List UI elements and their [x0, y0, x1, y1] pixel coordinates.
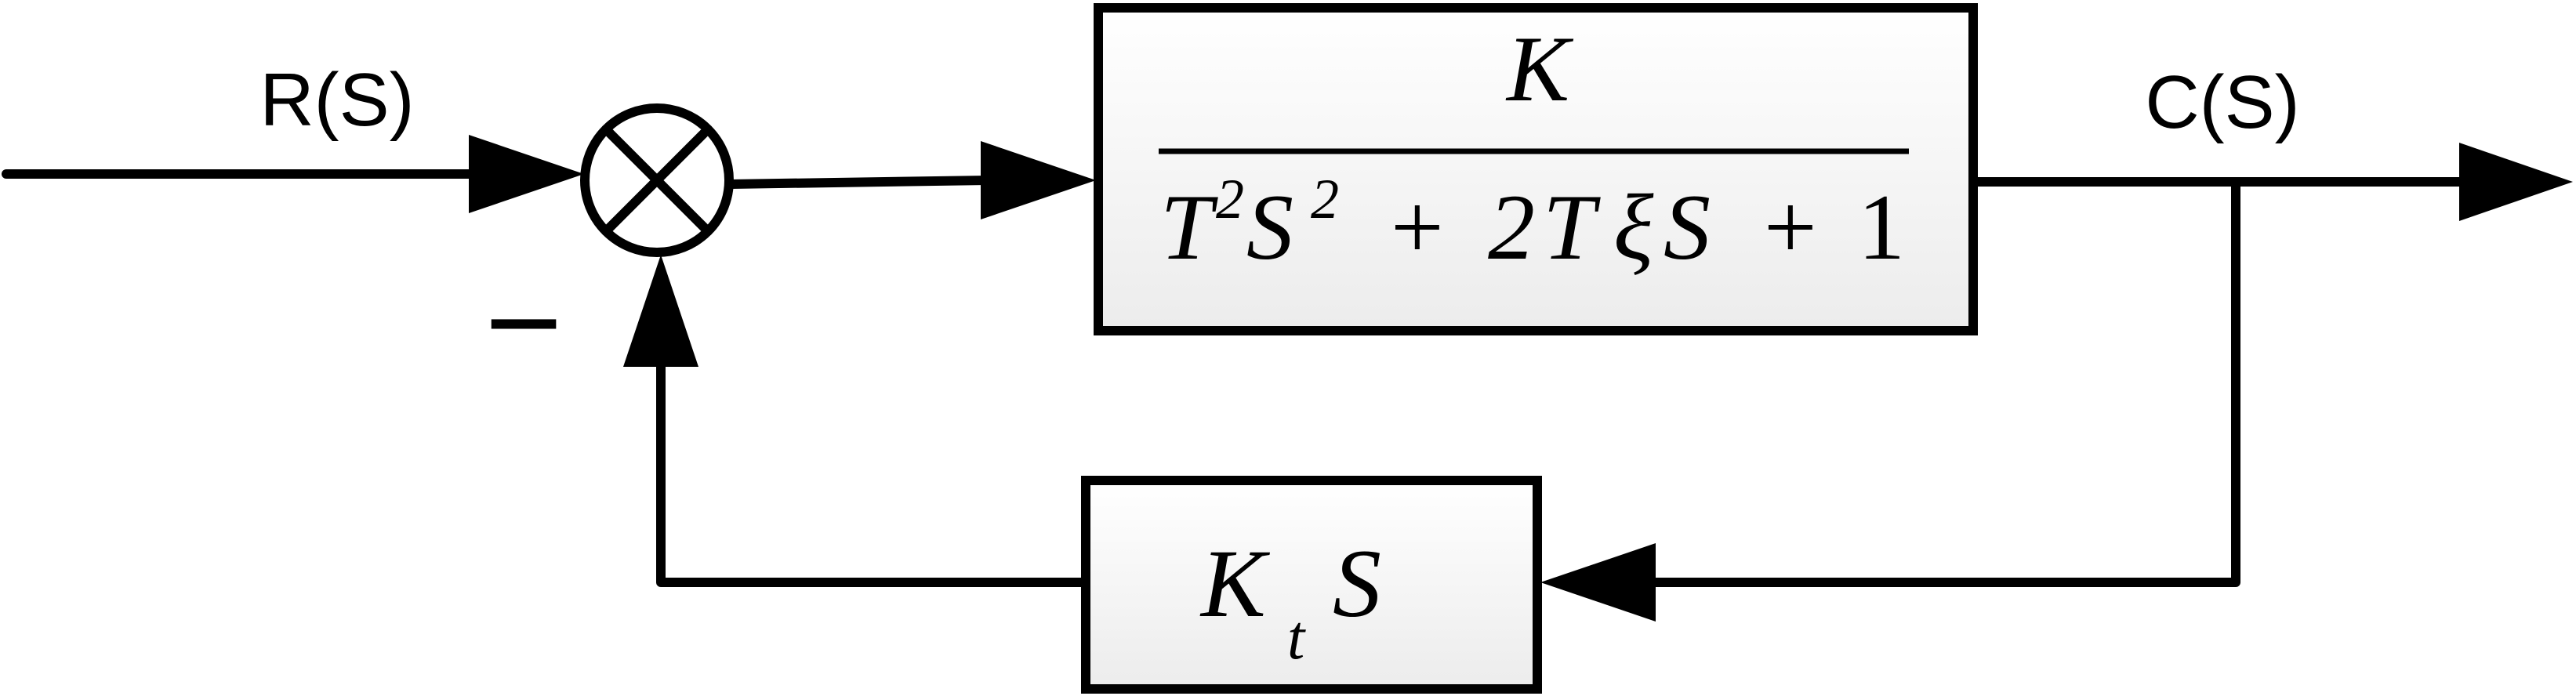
summing-junction — [580, 103, 734, 257]
feedback-gain: K — [1199, 530, 1271, 637]
denominator-plus-2: + — [1764, 175, 1817, 279]
denominator-t2: T — [1543, 175, 1601, 279]
denominator-s: S — [1246, 175, 1293, 279]
feedback-transfer-function: K t S — [1199, 530, 1381, 672]
denominator-plus-1: + — [1391, 175, 1444, 279]
feedback-arrowhead — [623, 255, 698, 367]
feedback-takeoff-line — [1649, 177, 2240, 587]
denominator-t: T — [1160, 175, 1218, 279]
denominator-s2: S — [1664, 175, 1711, 279]
denominator-t-exponent: 2 — [1216, 168, 1244, 230]
denominator-s-exponent: 2 — [1311, 168, 1339, 230]
input-arrowhead — [469, 135, 584, 213]
feedback-s: S — [1333, 530, 1381, 637]
feedback-block-arrowhead — [1540, 543, 1656, 622]
feedback-subscript: t — [1287, 604, 1306, 672]
forward-block — [1094, 3, 1978, 335]
feedback-return-line — [656, 356, 1090, 587]
denominator-one: 1 — [1858, 175, 1905, 279]
forward-numerator: K — [1505, 16, 1574, 121]
denominator-coefficient: 2 — [1488, 175, 1535, 279]
feedback-block — [1081, 476, 1542, 694]
output-arrowhead — [2459, 143, 2573, 221]
forward-input-arrowhead — [981, 141, 1096, 219]
input-signal-label: R(S) — [259, 58, 414, 142]
output-signal-label: C(S) — [2145, 60, 2299, 144]
forward-denominator: T 2 S 2 + 2 T ξ S + 1 — [1160, 168, 1905, 279]
junction-to-forward-line — [724, 176, 992, 189]
denominator-xi: ξ — [1613, 175, 1654, 279]
feedback-sign: − — [484, 248, 562, 397]
